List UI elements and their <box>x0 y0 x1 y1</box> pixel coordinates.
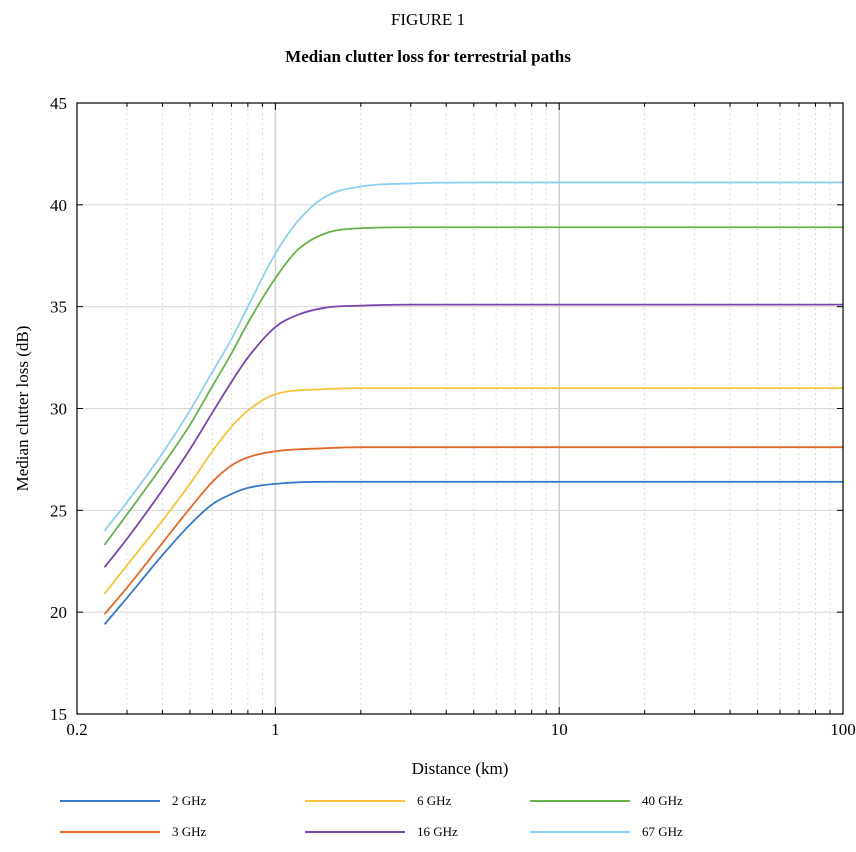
series-line-2-ghz <box>103 480 843 625</box>
legend-item: 67 GHz <box>530 823 683 843</box>
y-tick-label: 15 <box>50 705 67 724</box>
legend-label: 16 GHz <box>417 824 458 840</box>
grid <box>77 103 843 714</box>
y-tick-label: 40 <box>50 196 67 215</box>
legend: 2 GHz 3 GHz 6 GHz 16 GHz 40 GHz 67 GHz <box>60 790 820 848</box>
chart-title: Median clutter loss for terrestrial path… <box>285 47 571 66</box>
legend-label: 2 GHz <box>172 793 207 809</box>
legend-item: 3 GHz <box>60 823 206 843</box>
legend-label: 40 GHz <box>642 793 683 809</box>
legend-swatch <box>60 800 160 803</box>
legend-swatch <box>530 831 630 834</box>
series-line-6-ghz <box>103 387 843 595</box>
y-tick-label: 35 <box>50 298 67 317</box>
legend-item: 16 GHz <box>305 823 458 843</box>
legend-label: 6 GHz <box>417 793 452 809</box>
y-tick-label: 45 <box>50 94 67 113</box>
y-tick-label: 20 <box>50 603 67 622</box>
x-tick-label: 1 <box>271 720 280 739</box>
legend-item: 6 GHz <box>305 792 451 812</box>
chart-svg: 15 20 25 30 35 40 45 0.2 1 10 100 Distance (km) Me… <box>13 94 856 778</box>
legend-label: 3 GHz <box>172 824 207 840</box>
figure-label: FIGURE 1 <box>390 10 466 29</box>
x-tick-label: 0.2 <box>66 720 87 739</box>
y-tick-label: 30 <box>50 400 67 419</box>
legend-swatch <box>60 831 160 834</box>
series-line-40-ghz <box>103 226 843 546</box>
legend-label: 67 GHz <box>642 824 683 840</box>
axes: 15 20 25 30 35 40 45 0.2 1 10 100 <box>50 94 856 739</box>
legend-swatch <box>530 800 630 803</box>
y-axis-label: Median clutter loss (dB) <box>13 326 32 492</box>
x-tick-label: 10 <box>551 720 568 739</box>
x-tick-label: 100 <box>830 720 856 739</box>
legend-item: 40 GHz <box>530 792 683 812</box>
series-line-67-ghz <box>103 181 843 532</box>
series-line-3-ghz <box>103 446 843 615</box>
x-axis-label: Distance (km) <box>412 759 509 778</box>
legend-swatch <box>305 831 405 834</box>
series-line-16-ghz <box>103 303 843 568</box>
legend-swatch <box>305 800 405 803</box>
legend-item: 2 GHz <box>60 792 206 812</box>
series-lines <box>103 181 843 625</box>
y-tick-label: 25 <box>50 501 67 520</box>
